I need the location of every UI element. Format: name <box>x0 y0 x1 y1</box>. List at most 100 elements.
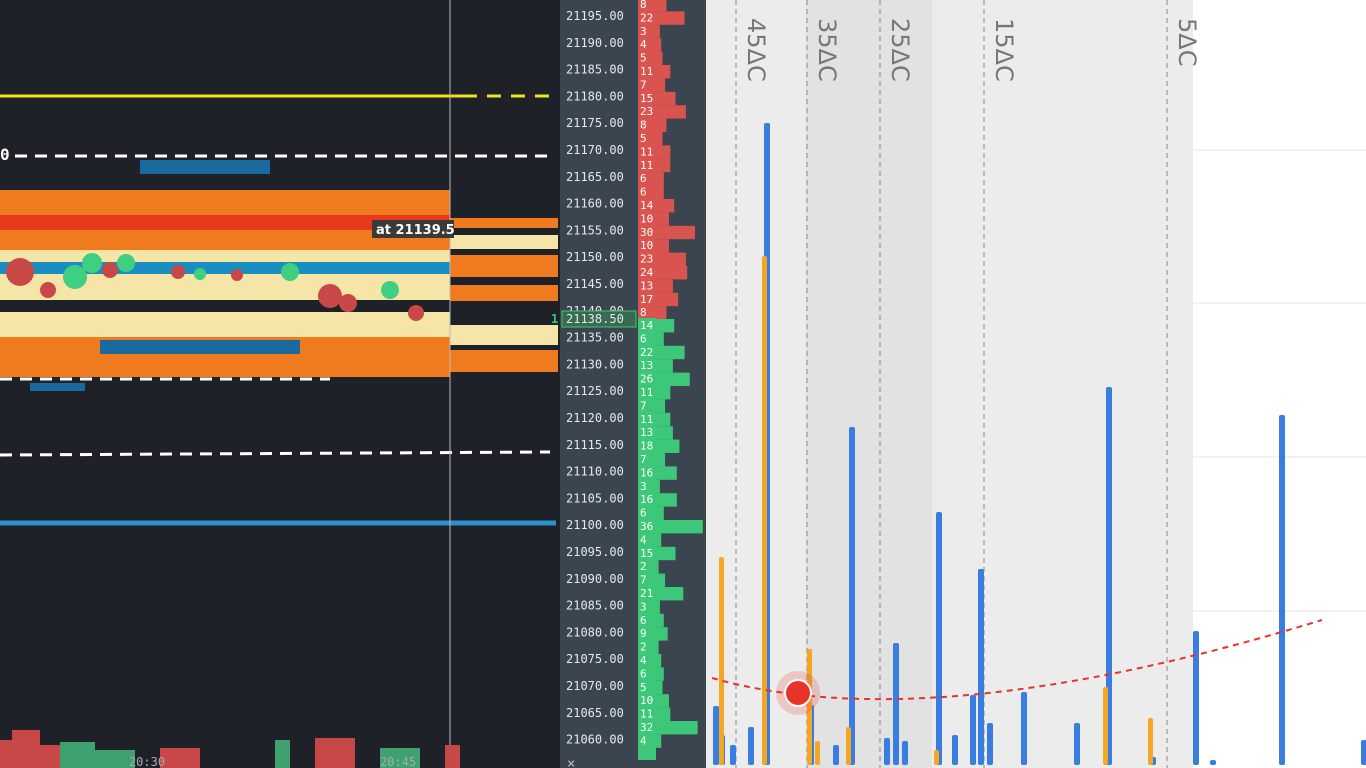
price-label: 21090.00 <box>566 572 624 586</box>
ask-profile-bar <box>656 105 686 119</box>
ladder: 21195.00 21190.00 21185.00 21180.00 21175.00… <box>566 0 703 748</box>
bid-volume: 6 <box>640 507 647 520</box>
price-label: 21075.00 <box>566 652 624 666</box>
price-tag: at 21139.5 <box>376 223 455 238</box>
current-marker: 1 <box>551 312 558 326</box>
price-label: 21165.00 <box>566 170 624 184</box>
ask-volume: 5 <box>640 52 647 65</box>
bid-volume: 10 <box>640 694 653 707</box>
blue-bar <box>849 427 855 765</box>
bid-profile-bar <box>656 721 698 735</box>
price-label: 21195.00 <box>566 9 624 23</box>
price-label: 21190.00 <box>566 36 624 50</box>
bid-profile-bar <box>656 613 664 628</box>
bid-volume: 7 <box>640 574 647 587</box>
ask-volume: 11 <box>640 145 653 158</box>
bid-volume: 2 <box>640 641 647 654</box>
bid-volume: 9 <box>640 627 647 640</box>
ask-volume: 24 <box>640 266 654 279</box>
ask-volume: 6 <box>640 186 647 199</box>
smile-curve <box>711 619 1323 701</box>
bid-volume: 4 <box>640 533 647 546</box>
bid-volume: 15 <box>640 547 653 560</box>
price-label: 21115.00 <box>566 438 624 452</box>
blue-bar <box>978 569 984 765</box>
ask-profile-bar <box>656 185 664 199</box>
ask-profile-bar <box>656 306 667 320</box>
price-label: 21145.00 <box>566 277 624 291</box>
orange-bar <box>846 727 851 765</box>
bid-volume: 13 <box>640 359 653 372</box>
ask-profile-bar <box>656 239 669 253</box>
ask-volume: 8 <box>640 306 647 319</box>
bid-profile-bar <box>656 546 676 561</box>
blue-bar <box>1361 740 1366 765</box>
blue-bar <box>1279 415 1285 765</box>
bid-profile-bar <box>656 520 703 534</box>
ask-volume: 14 <box>640 199 654 212</box>
bid-profile-bar <box>656 479 660 494</box>
ask-volume: 8 <box>640 0 647 11</box>
price-label: 21180.00 <box>566 89 624 103</box>
bid-profile-bar <box>656 587 684 601</box>
blue-bar <box>1193 631 1199 765</box>
price-label: 21065.00 <box>566 706 624 720</box>
ask-profile-bar <box>656 158 671 173</box>
bid-profile-bar <box>656 627 668 641</box>
blue-bar <box>833 745 839 765</box>
ask-profile-bar <box>656 145 671 159</box>
level-label: 0 <box>0 145 10 164</box>
ask-profile-bar <box>656 266 688 280</box>
bid-profile-bar <box>656 694 669 708</box>
strike-label: 35ΔC <box>813 18 841 82</box>
blue-bar <box>1074 723 1080 765</box>
bid-volume: 21 <box>640 587 653 600</box>
orange-bar <box>762 256 767 765</box>
bid-volume: 32 <box>640 721 653 734</box>
orange-bar <box>815 741 820 765</box>
bid-profile-bar <box>656 707 671 721</box>
current-price: 21138.50 <box>566 312 624 326</box>
bid-volume: 26 <box>640 373 653 386</box>
ask-volume: 22 <box>640 11 653 24</box>
marker <box>784 679 812 707</box>
price-label: 21170.00 <box>566 143 624 157</box>
ask-profile-bar <box>656 91 676 106</box>
blue-bar <box>902 741 908 765</box>
orange-bar <box>1103 687 1108 765</box>
blue-bar <box>987 723 993 765</box>
blue-bar <box>1210 760 1216 765</box>
strike-label: 5ΔC <box>1173 18 1201 66</box>
bid-volume: 2 <box>640 560 647 573</box>
time-label: 20:45 <box>380 755 416 768</box>
ask-profile-bar <box>656 0 667 12</box>
bid-volume: 3 <box>640 480 647 493</box>
price-label: 21105.00 <box>566 491 624 505</box>
price-label: 21100.00 <box>566 518 624 532</box>
bid-volume: 36 <box>640 520 653 533</box>
bid-profile-bar <box>656 466 677 480</box>
bid-volume: 6 <box>640 332 647 345</box>
close-button[interactable]: × <box>567 756 575 768</box>
ask-volume: 23 <box>640 253 653 266</box>
options-shade <box>706 0 1193 768</box>
bid-volume: 5 <box>640 681 647 694</box>
bid-volume: 14 <box>640 319 654 332</box>
price-label: 21080.00 <box>566 625 624 639</box>
blue-bar <box>1106 387 1112 765</box>
bid-profile-bar <box>656 560 659 574</box>
ask-volume: 3 <box>640 25 647 38</box>
bid-volume: 6 <box>640 667 647 680</box>
ask-volume: 15 <box>640 92 653 105</box>
price-label: 21135.00 <box>566 331 624 345</box>
ask-volume: 17 <box>640 293 653 306</box>
current-price-box <box>561 310 637 328</box>
bid-volume: 22 <box>640 346 653 359</box>
orange-bar <box>934 750 939 765</box>
bid-volume: 11 <box>640 386 653 399</box>
bid-profile-bar <box>656 372 690 386</box>
strike-label: 15ΔC <box>990 18 1018 82</box>
ask-volume: 10 <box>640 239 653 252</box>
options-shade <box>806 0 932 768</box>
